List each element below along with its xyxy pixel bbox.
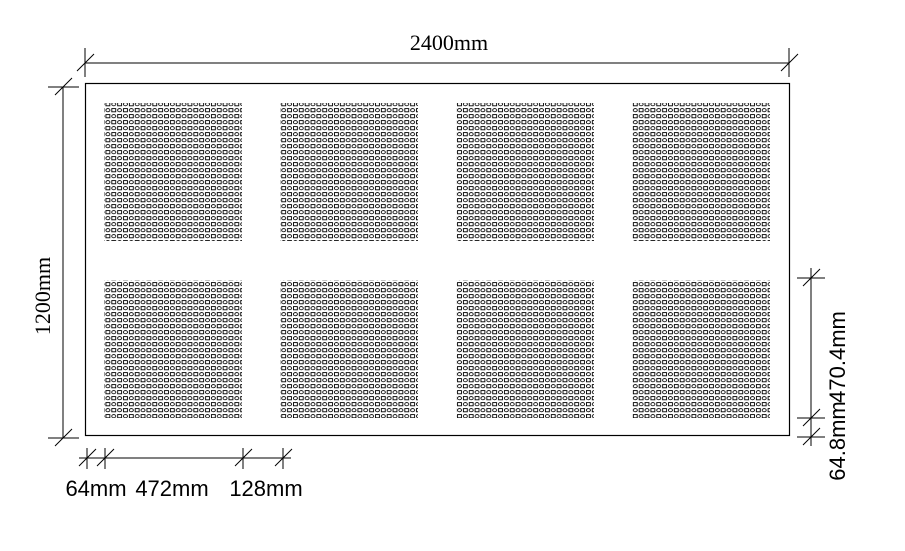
dim-label-panel-width: 2400mm bbox=[409, 30, 489, 55]
tick-slash bbox=[274, 448, 293, 467]
dimension-top bbox=[76, 48, 799, 77]
dim-label-field-gap: 128mm bbox=[229, 476, 303, 501]
dimension-bottom bbox=[78, 448, 293, 469]
dimension-left bbox=[48, 77, 79, 447]
tick-slash bbox=[54, 428, 73, 447]
dimension-right bbox=[797, 268, 825, 446]
perforated-field bbox=[280, 103, 418, 241]
tick-slash bbox=[780, 53, 799, 72]
perforated-fields bbox=[104, 103, 770, 418]
dim-label-bottom-margin: 64.8mm bbox=[825, 401, 850, 481]
dim-label-panel-height: 1200mm bbox=[30, 256, 55, 336]
tick-slash bbox=[78, 448, 97, 467]
tick-slash bbox=[802, 408, 821, 427]
tick-slash bbox=[802, 427, 821, 446]
perforated-field bbox=[632, 280, 770, 418]
tick-slash bbox=[76, 53, 95, 72]
perforated-field bbox=[632, 103, 770, 241]
perforated-field bbox=[104, 280, 242, 418]
tick-slash bbox=[802, 268, 821, 287]
dim-label-field-height: 470.4mm bbox=[825, 311, 850, 403]
tick-slash bbox=[234, 448, 253, 467]
dimension-lines bbox=[48, 48, 825, 469]
perforated-field bbox=[456, 280, 594, 418]
dim-label-field-width: 472mm bbox=[135, 476, 209, 501]
dim-label-left-margin: 64mm bbox=[65, 476, 127, 501]
perforated-field bbox=[104, 103, 242, 241]
tick-slash bbox=[96, 448, 115, 467]
perforated-field bbox=[456, 103, 594, 241]
perforated-field bbox=[280, 280, 418, 418]
tick-slash bbox=[54, 77, 73, 96]
